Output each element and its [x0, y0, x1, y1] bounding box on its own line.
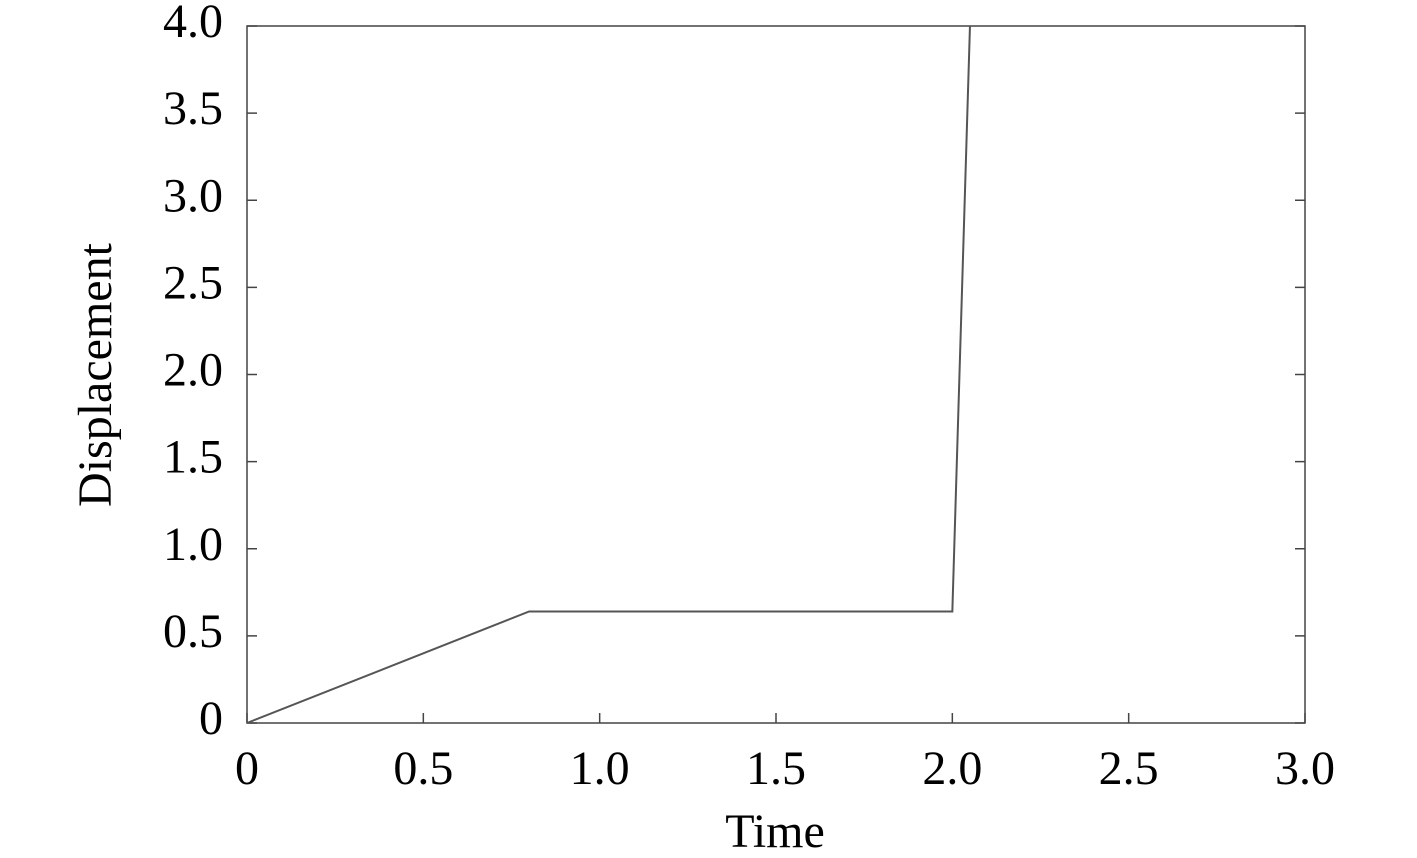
x-tick-label: 3.0 [1275, 742, 1335, 795]
x-tick-label: 0.5 [393, 742, 453, 795]
x-tick-label: 0 [235, 742, 259, 795]
y-tick-label: 2.5 [163, 256, 223, 309]
y-tick-label: 2.0 [163, 344, 223, 397]
data-line [246, 25, 971, 724]
x-tick-label: 1.5 [746, 742, 806, 795]
x-axis-label: Time [725, 805, 825, 858]
x-tick-label: 2.5 [1099, 742, 1159, 795]
y-axis-label: Displacement [69, 242, 122, 507]
y-tick-label: 1.0 [163, 518, 223, 571]
x-tick-label: 2.0 [922, 742, 982, 795]
y-tick-label: 0 [199, 692, 223, 745]
plot-frame [246, 25, 1306, 724]
y-tick-label: 3.0 [163, 169, 223, 222]
y-tick-label: 4.0 [163, 0, 223, 48]
y-tick-label: 0.5 [163, 605, 223, 658]
y-tick-label: 3.5 [163, 82, 223, 135]
x-tick-label: 1.0 [570, 742, 630, 795]
y-tick-label: 1.5 [163, 431, 223, 484]
